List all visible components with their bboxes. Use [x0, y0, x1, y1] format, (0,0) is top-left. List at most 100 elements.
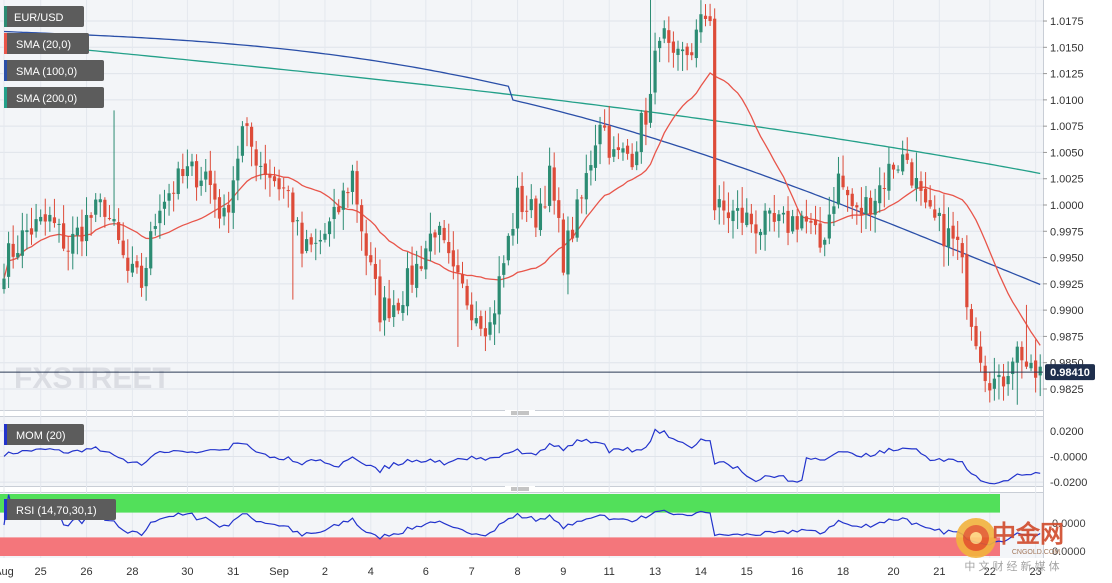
candle — [648, 0, 653, 128]
candle — [708, 3, 712, 26]
candle-body — [690, 52, 694, 56]
candle-body — [360, 205, 364, 232]
candle — [130, 246, 134, 277]
candle-body — [39, 216, 43, 222]
candle-body — [84, 214, 89, 242]
candle — [222, 194, 226, 226]
candle-body — [1038, 366, 1042, 376]
time-axis-label: 26 — [80, 566, 92, 578]
candle-body — [350, 170, 355, 192]
candle — [75, 216, 79, 255]
candle-body — [850, 193, 854, 207]
sma-100-line — [3, 30, 1041, 286]
candle-body — [6, 243, 11, 277]
candle-body — [713, 18, 717, 211]
candle-body — [139, 265, 144, 288]
candle — [593, 124, 598, 181]
candle — [635, 141, 639, 171]
candle — [268, 159, 272, 197]
candle-body — [437, 225, 442, 235]
candle — [502, 255, 506, 288]
candle-body — [543, 206, 547, 208]
rsi-lower-label: 0.0000 — [1052, 546, 1086, 558]
time-axis-label: 31 — [227, 566, 239, 578]
candle-body — [1001, 376, 1006, 387]
candle-body — [827, 214, 831, 239]
time-axis-label: 21 — [933, 566, 945, 578]
candle-body — [621, 148, 625, 153]
candle — [2, 263, 6, 294]
candle — [878, 167, 882, 213]
candle-body — [433, 232, 437, 238]
price-axis-label: 1.0025 — [1050, 174, 1084, 186]
candle — [373, 247, 377, 296]
candle — [873, 188, 877, 233]
legend-sma-100[interactable]: SMA (100,0) — [4, 60, 104, 81]
candle — [671, 31, 676, 68]
candle — [726, 192, 731, 234]
candle — [960, 237, 964, 274]
legend-symbol[interactable]: EUR/USD — [4, 6, 84, 27]
candle — [965, 235, 969, 320]
candle — [254, 140, 258, 182]
candle-body — [928, 200, 932, 207]
candle-body — [740, 207, 744, 223]
candle-body — [887, 163, 891, 191]
candle-body — [639, 112, 643, 153]
time-axis-label: 7 — [469, 566, 475, 578]
candle-body — [130, 263, 134, 273]
candle-body — [117, 222, 121, 241]
candle — [1001, 363, 1006, 401]
candle — [396, 298, 400, 315]
candle-body — [644, 110, 648, 125]
pane-resize-handle-1[interactable] — [505, 410, 535, 416]
candle-body — [231, 180, 235, 213]
pane-resize-handle-2[interactable] — [505, 486, 535, 492]
candle — [185, 149, 189, 189]
candle-body — [240, 126, 245, 156]
candle — [34, 203, 38, 238]
candle-body — [75, 227, 79, 236]
candle-body — [199, 180, 203, 186]
legend-rsi[interactable]: RSI (14,70,30,1) — [4, 499, 116, 520]
candle — [350, 164, 355, 205]
candle-body — [465, 285, 469, 306]
legend-sma-20[interactable]: SMA (20,0) — [4, 33, 89, 54]
mom-axis-label: -0.0000 — [1050, 451, 1087, 463]
candle — [529, 184, 533, 219]
candle — [144, 257, 148, 301]
candle-body — [997, 374, 1001, 378]
candle — [231, 166, 235, 229]
last-price-tag: 0.98410 — [1045, 364, 1095, 381]
candle-body — [483, 328, 488, 337]
time-axis-label: 6 — [423, 566, 429, 578]
candle — [777, 210, 781, 238]
candle — [84, 197, 89, 257]
candle — [813, 205, 818, 235]
candle — [305, 229, 309, 254]
candle — [392, 290, 396, 327]
candle-body — [786, 210, 790, 233]
candle-body — [694, 29, 698, 59]
legend-sma-200[interactable]: SMA (200,0) — [4, 87, 104, 108]
candle-body — [823, 239, 827, 245]
candle — [29, 207, 34, 245]
candle-body — [424, 248, 428, 270]
candle — [194, 154, 199, 201]
candle-body — [346, 191, 350, 194]
candle — [213, 170, 217, 218]
candle — [772, 194, 776, 232]
candle-body — [538, 203, 543, 231]
time-axis-label: 16 — [791, 566, 803, 578]
candle — [245, 117, 249, 147]
candle — [928, 185, 932, 209]
candle-body — [772, 213, 776, 222]
candle-body — [791, 216, 795, 232]
price-axis-label: 1.0125 — [1050, 69, 1084, 81]
candle-body — [625, 145, 630, 154]
candle — [951, 211, 955, 257]
candle-body — [318, 239, 322, 242]
candle-body — [62, 223, 66, 249]
legend-mom[interactable]: MOM (20) — [4, 424, 84, 445]
candle — [204, 159, 208, 193]
